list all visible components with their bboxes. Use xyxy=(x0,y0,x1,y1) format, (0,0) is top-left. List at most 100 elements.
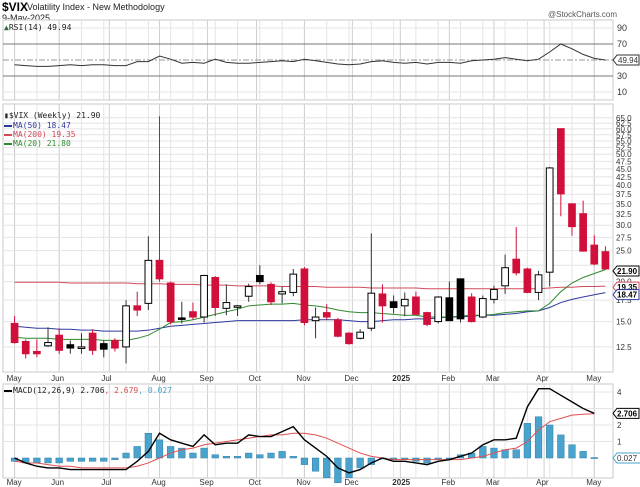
candle-body xyxy=(289,273,298,293)
macd-histogram-bar xyxy=(155,439,164,459)
macd-histogram-bar xyxy=(44,457,52,464)
security-name: Volatility Index - New Methodology xyxy=(27,2,165,12)
macd-histogram-bar xyxy=(189,452,197,459)
candle-body xyxy=(311,316,320,322)
candle-body xyxy=(233,305,242,308)
candle-body xyxy=(21,340,30,355)
x-axis-month-label: May xyxy=(7,374,22,383)
price-axis-label: 12.5 xyxy=(616,343,632,352)
price-axis-label: 37.5 xyxy=(616,190,632,199)
macd-histogram-bar xyxy=(66,457,74,462)
x-axis-month-label-bottom: Oct xyxy=(248,478,261,487)
ma200-swatch-icon xyxy=(4,133,12,136)
candle-body xyxy=(467,296,476,323)
candle-body xyxy=(44,342,52,347)
candle-body xyxy=(111,339,119,349)
macd-histogram-bar xyxy=(133,446,141,459)
ma200-legend-text: MA(200) 19.35 xyxy=(13,130,76,139)
price-axis-label: 50.0 xyxy=(616,150,632,159)
macd-histogram-bar xyxy=(100,457,108,462)
price-axis-label: 15.0 xyxy=(616,318,632,327)
candle-body xyxy=(434,296,443,323)
macd-histogram-bar xyxy=(546,424,554,459)
macd-histogram-bar xyxy=(33,457,41,464)
candle-body xyxy=(345,332,353,345)
candle-body xyxy=(412,296,420,315)
candle-body xyxy=(490,288,498,300)
macd-swatch-icon xyxy=(4,389,12,392)
chart-date: 9-May-2025 xyxy=(2,13,51,23)
candle-body xyxy=(55,334,64,351)
candle-body xyxy=(122,305,130,348)
candle-body xyxy=(255,274,264,283)
macd-histogram-bar xyxy=(89,457,97,462)
price-value-tag xyxy=(612,265,640,277)
rsi-line xyxy=(14,43,606,67)
macd-legend-value: MACD(12,26,9) 2.706 xyxy=(13,386,105,395)
macd-histogram-bar xyxy=(534,416,543,459)
x-axis-month-label-bottom: May xyxy=(586,478,601,487)
price-axis-label: 65.0 xyxy=(616,114,632,123)
macd-histogram-bar xyxy=(323,457,331,479)
macd-histogram-bar xyxy=(256,454,264,459)
candle-body xyxy=(456,278,465,320)
rsi-axis-label: 70 xyxy=(617,39,627,49)
candle-body xyxy=(244,286,253,297)
price-axis-label: 52.5 xyxy=(616,143,632,152)
price-axis-label: 47.5 xyxy=(616,157,632,166)
macd-histogram-bar xyxy=(111,457,119,460)
macd-histogram-bar xyxy=(479,446,487,459)
macd-histogram-bar xyxy=(211,454,219,459)
x-axis-month-label: Feb xyxy=(441,374,455,383)
price-value-tag-text: 21.90 xyxy=(617,267,638,276)
macd-histogram-bar xyxy=(523,423,531,459)
ma50-value-tag xyxy=(612,289,640,301)
macd-histogram-bar xyxy=(311,457,320,472)
macd-histogram-bar xyxy=(512,449,520,459)
rsi-value-tag xyxy=(612,54,640,66)
candle-body xyxy=(367,292,376,329)
macd-histogram-bar xyxy=(200,447,208,459)
macd-axis-label: 1 xyxy=(617,438,622,447)
candle-body xyxy=(400,298,409,307)
x-axis-month-label-bottom: Apr xyxy=(536,478,549,487)
candle-body xyxy=(378,293,387,307)
brand-watermark: @StockCharts.com xyxy=(548,10,618,19)
macd-histogram-bar xyxy=(423,457,431,464)
macd-histogram-bar xyxy=(178,447,186,459)
price-legend: ▮$VIX (Weekly) 21.90 xyxy=(4,111,100,120)
candle-body xyxy=(211,276,220,308)
rsi-legend-text: RSI(14) 49.94 xyxy=(8,23,72,32)
candle-body xyxy=(189,311,197,318)
price-axis-label: 35.0 xyxy=(616,200,632,209)
x-axis-month-label-bottom: May xyxy=(7,478,22,487)
rsi-axis-label: 90 xyxy=(617,23,627,33)
x-axis-month-label-bottom: Aug xyxy=(152,478,166,487)
rsi-value-tag-text: 49.94 xyxy=(618,56,639,65)
x-axis-month-label-bottom: Mar xyxy=(486,478,500,487)
macd-histogram-bar xyxy=(501,449,509,459)
macd-histogram-bar xyxy=(356,457,364,469)
x-axis-month-label: May xyxy=(586,374,601,383)
candle-body xyxy=(88,332,97,351)
price-axis-label: 40.0 xyxy=(616,181,632,190)
macd-histogram-bar xyxy=(278,451,286,459)
price-axis-label: 17.5 xyxy=(616,296,632,305)
price-axis-label: 27.5 xyxy=(616,233,632,242)
rsi-axis-label: 30 xyxy=(617,71,627,81)
candle-body xyxy=(166,282,175,323)
candle-body xyxy=(177,317,186,320)
ma200-value-tag-text: 19.35 xyxy=(617,283,638,292)
rsi-axis-label: 10 xyxy=(617,87,627,97)
macd-histogram-bar xyxy=(334,457,342,483)
price-axis-label: 30.0 xyxy=(616,221,632,230)
price-panel-frame xyxy=(2,103,614,373)
x-axis-month-label-bottom: Jul xyxy=(101,478,111,487)
macd-histogram-bar xyxy=(590,457,598,459)
ma50-swatch-icon xyxy=(4,124,12,127)
macd-histogram-bar xyxy=(579,451,587,459)
macd-histogram-bar xyxy=(267,452,275,459)
symbol-label: $VIX xyxy=(2,0,29,14)
ma50-line xyxy=(14,292,606,332)
